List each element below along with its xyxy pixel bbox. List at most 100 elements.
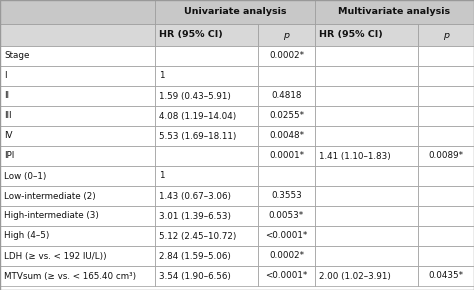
Bar <box>258 126 315 146</box>
Text: p: p <box>283 30 290 39</box>
Text: 0.0255*: 0.0255* <box>269 111 304 121</box>
Text: 5.53 (1.69–18.11): 5.53 (1.69–18.11) <box>159 131 237 140</box>
Text: Low (0–1): Low (0–1) <box>4 171 46 180</box>
Bar <box>315 46 418 66</box>
Bar <box>0 186 155 206</box>
Bar <box>418 206 474 226</box>
Bar <box>418 146 474 166</box>
Bar <box>0 24 155 46</box>
Bar <box>155 226 258 246</box>
Text: Multivariate analysis: Multivariate analysis <box>338 8 451 17</box>
Bar <box>315 206 418 226</box>
Text: High-intermediate (3): High-intermediate (3) <box>4 211 99 220</box>
Text: 0.0002*: 0.0002* <box>269 251 304 260</box>
Text: 1.43 (0.67–3.06): 1.43 (0.67–3.06) <box>159 191 231 200</box>
Bar <box>155 126 258 146</box>
Text: <0.0001*: <0.0001* <box>265 231 308 240</box>
Bar <box>155 86 258 106</box>
Text: IPI: IPI <box>4 151 14 160</box>
Bar <box>258 106 315 126</box>
Bar <box>315 66 418 86</box>
Bar <box>315 0 474 24</box>
Text: HR (95% CI): HR (95% CI) <box>159 30 223 39</box>
Bar <box>258 246 315 266</box>
Text: 0.3553: 0.3553 <box>271 191 302 200</box>
Text: 2.84 (1.59–5.06): 2.84 (1.59–5.06) <box>159 251 231 260</box>
Bar <box>0 46 155 66</box>
Bar <box>0 206 155 226</box>
Bar <box>418 86 474 106</box>
Bar <box>315 226 418 246</box>
Bar <box>0 0 155 24</box>
Text: p: p <box>443 30 449 39</box>
Text: HR (95% CI): HR (95% CI) <box>319 30 383 39</box>
Text: 5.12 (2.45–10.72): 5.12 (2.45–10.72) <box>159 231 237 240</box>
Bar <box>155 186 258 206</box>
Bar <box>418 66 474 86</box>
Bar <box>418 226 474 246</box>
Bar <box>258 266 315 286</box>
Bar <box>418 186 474 206</box>
Bar <box>155 206 258 226</box>
Text: 0.0002*: 0.0002* <box>269 52 304 61</box>
Bar <box>0 146 155 166</box>
Bar <box>258 186 315 206</box>
Text: 0.0435*: 0.0435* <box>428 271 464 280</box>
Text: Univariate analysis: Univariate analysis <box>184 8 286 17</box>
Bar <box>0 126 155 146</box>
Text: IV: IV <box>4 131 12 140</box>
Bar <box>155 66 258 86</box>
Text: 0.0001*: 0.0001* <box>269 151 304 160</box>
Bar <box>0 106 155 126</box>
Bar <box>315 24 418 46</box>
Bar <box>0 226 155 246</box>
Bar <box>0 66 155 86</box>
Text: High (4–5): High (4–5) <box>4 231 49 240</box>
Bar <box>155 0 315 24</box>
Text: Low-intermediate (2): Low-intermediate (2) <box>4 191 96 200</box>
Text: LDH (≥ vs. < 192 IU/L)): LDH (≥ vs. < 192 IU/L)) <box>4 251 107 260</box>
Bar <box>258 166 315 186</box>
Text: 0.4818: 0.4818 <box>271 92 302 101</box>
Bar <box>155 106 258 126</box>
Bar <box>315 126 418 146</box>
Bar <box>258 66 315 86</box>
Bar <box>315 146 418 166</box>
Bar <box>0 246 155 266</box>
Text: III: III <box>4 111 11 121</box>
Text: 0.0089*: 0.0089* <box>428 151 464 160</box>
Bar <box>0 86 155 106</box>
Bar <box>155 166 258 186</box>
Bar <box>155 266 258 286</box>
Bar <box>418 126 474 146</box>
Text: 3.01 (1.39–6.53): 3.01 (1.39–6.53) <box>159 211 231 220</box>
Bar <box>315 246 418 266</box>
Bar <box>418 106 474 126</box>
Text: 1: 1 <box>159 72 164 81</box>
Bar <box>0 166 155 186</box>
Text: 0.0048*: 0.0048* <box>269 131 304 140</box>
Text: 1.59 (0.43–5.91): 1.59 (0.43–5.91) <box>159 92 231 101</box>
Bar <box>418 24 474 46</box>
Bar <box>315 186 418 206</box>
Text: I: I <box>4 72 7 81</box>
Bar <box>258 86 315 106</box>
Bar <box>418 166 474 186</box>
Bar <box>258 226 315 246</box>
Bar <box>315 166 418 186</box>
Text: MTVsum (≥ vs. < 165.40 cm³): MTVsum (≥ vs. < 165.40 cm³) <box>4 271 136 280</box>
Bar <box>258 146 315 166</box>
Bar <box>155 146 258 166</box>
Bar <box>155 46 258 66</box>
Bar <box>0 266 155 286</box>
Bar <box>418 266 474 286</box>
Bar <box>315 86 418 106</box>
Text: 4.08 (1.19–14.04): 4.08 (1.19–14.04) <box>159 111 236 121</box>
Bar <box>418 46 474 66</box>
Bar <box>155 246 258 266</box>
Text: Stage: Stage <box>4 52 29 61</box>
Bar <box>418 246 474 266</box>
Text: 0.0053*: 0.0053* <box>269 211 304 220</box>
Text: 3.54 (1.90–6.56): 3.54 (1.90–6.56) <box>159 271 231 280</box>
Bar <box>155 24 258 46</box>
